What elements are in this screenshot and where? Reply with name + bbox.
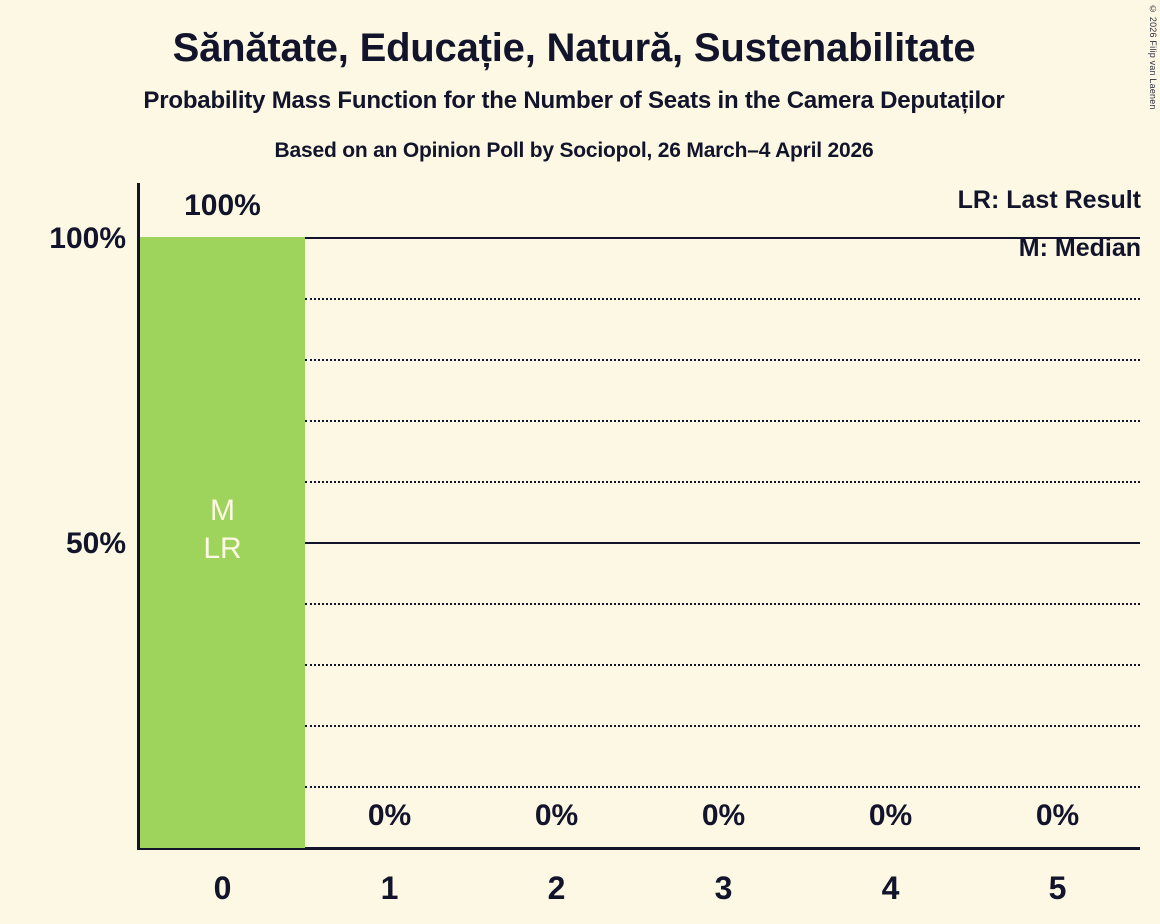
- legend-entry-last-result: LR: Last Result: [957, 186, 1141, 214]
- x-tick-label-1: 1: [380, 870, 399, 906]
- bar-marker-median-0: M: [210, 494, 235, 527]
- x-tick-label-0: 0: [213, 870, 232, 906]
- x-tick-label-4: 4: [881, 870, 900, 906]
- y-axis-line: [137, 183, 140, 850]
- bar-value-label-3: 0%: [701, 799, 746, 832]
- bar-value-label-4: 0%: [868, 799, 913, 832]
- gridline-100: [305, 237, 1140, 239]
- gridline-40: [305, 603, 1140, 605]
- gridline-20: [305, 725, 1140, 727]
- chart-source-note: Based on an Opinion Poll by Sociopol, 26…: [274, 139, 874, 162]
- legend-entry-median: M: Median: [1018, 234, 1141, 262]
- chart-subtitle: Probability Mass Function for the Number…: [143, 87, 1005, 114]
- x-tick-label-5: 5: [1048, 870, 1067, 906]
- gridline-30: [305, 664, 1140, 666]
- y-tick-label-50: 50%: [65, 527, 126, 560]
- bar-value-label-1: 0%: [367, 799, 412, 832]
- x-axis-line: [137, 847, 1140, 850]
- gridline-70: [305, 420, 1140, 422]
- y-tick-label-100: 100%: [49, 222, 126, 255]
- bar-value-label-5: 0%: [1035, 799, 1080, 832]
- bar-marker-last-result-0: LR: [203, 532, 242, 565]
- x-tick-label-3: 3: [714, 870, 733, 906]
- x-tick-label-2: 2: [547, 870, 566, 906]
- page-title: Sănătate, Educație, Natură, Sustenabilit…: [172, 26, 976, 70]
- bar-0[interactable]: [140, 237, 305, 848]
- gridline-10: [305, 786, 1140, 788]
- bar-value-label-0: 100%: [184, 189, 261, 222]
- gridline-80: [305, 359, 1140, 361]
- gridline-50: [305, 542, 1140, 544]
- copyright-notice: © 2026 Filip van Laenen: [1148, 4, 1158, 110]
- gridline-90: [305, 298, 1140, 300]
- bar-value-label-2: 0%: [534, 799, 579, 832]
- gridline-60: [305, 481, 1140, 483]
